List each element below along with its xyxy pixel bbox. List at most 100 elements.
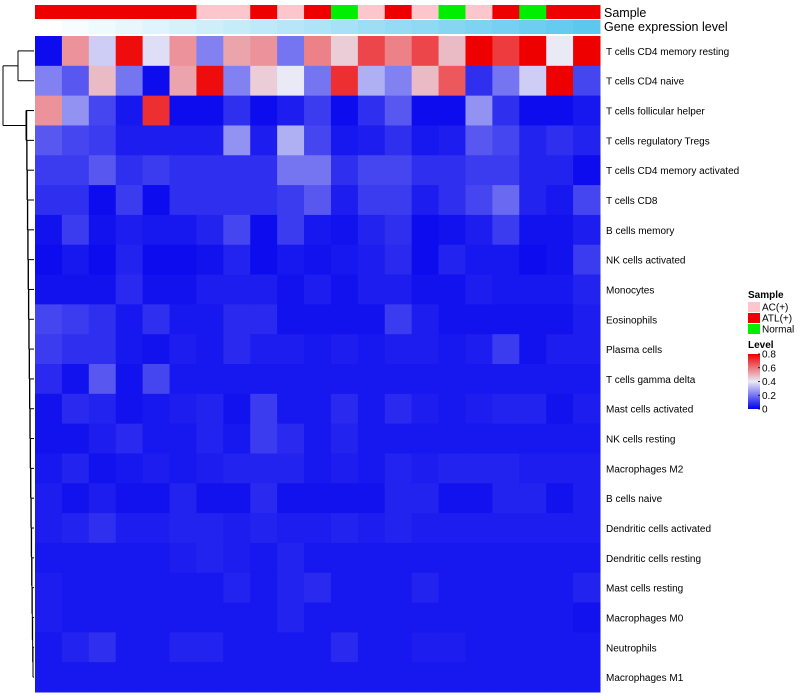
heatmap-cell (411, 572, 440, 604)
heatmap-cell (357, 423, 386, 454)
heatmap-cell (411, 453, 440, 484)
heatmap-cell (196, 483, 224, 514)
heatmap-cell (465, 423, 493, 454)
heatmap-cell (277, 185, 305, 216)
expression-annotation-cell (169, 20, 197, 34)
heatmap-cell (196, 662, 224, 693)
heatmap-cell (492, 572, 520, 604)
heatmap-cell (546, 214, 574, 246)
heatmap-cell (250, 65, 278, 97)
heatmap-cell (61, 214, 90, 246)
row-label: Eosinophils (606, 315, 657, 326)
heatmap-cell (88, 453, 117, 484)
heatmap-cell (61, 572, 90, 604)
expression-annotation-cell (115, 20, 144, 34)
heatmap-cell (196, 304, 224, 335)
heatmap-cell (519, 65, 547, 97)
heatmap-cell (304, 304, 332, 335)
heatmap-cell (304, 185, 332, 216)
heatmap-cell (196, 334, 224, 365)
heatmap-cell (384, 453, 413, 484)
heatmap-cell (438, 244, 466, 276)
heatmap-cell (304, 632, 332, 663)
heatmap-cell (196, 572, 224, 604)
heatmap-cell (465, 65, 493, 97)
heatmap-cell (492, 662, 520, 693)
heatmap-cell (61, 125, 90, 156)
heatmap-cell (492, 274, 520, 305)
heatmap-cell (277, 36, 305, 67)
heatmap-cell (438, 65, 466, 97)
heatmap-cell (465, 244, 493, 276)
heatmap-cell (492, 155, 520, 186)
heatmap-cell (438, 155, 466, 186)
heatmap-cell (169, 542, 197, 574)
heatmap-cell (115, 572, 144, 604)
heatmap-cell (357, 125, 386, 156)
heatmap-cell (196, 214, 224, 246)
heatmap-cell (304, 36, 332, 67)
heatmap-cell (573, 572, 601, 604)
heatmap-cell (411, 513, 440, 544)
heatmap-cell (465, 125, 493, 156)
heatmap-cell (492, 364, 520, 395)
heatmap-cell (519, 95, 547, 126)
heatmap-cell (357, 602, 386, 633)
heatmap-cell (411, 304, 440, 335)
heatmap-cell (357, 36, 386, 67)
heatmap-cell (357, 334, 386, 365)
heatmap-cell (357, 155, 386, 186)
heatmap-cell (573, 513, 601, 544)
heatmap-cell (438, 95, 466, 126)
expression-annotation-cell (196, 20, 224, 34)
heatmap-cell (384, 65, 413, 97)
heatmap-cell (35, 155, 63, 186)
heatmap-cell (573, 274, 601, 305)
heatmap-cell (142, 304, 171, 335)
sample-annotation-cell (519, 5, 547, 19)
heatmap-cell (169, 274, 197, 305)
heatmap-cell (357, 632, 386, 663)
heatmap-cell (115, 483, 144, 514)
heatmap-cell (357, 513, 386, 544)
heatmap-cell (546, 542, 574, 574)
heatmap-cell (465, 36, 493, 67)
sample-annotation-cell (61, 5, 90, 19)
heatmap-cell (277, 632, 305, 663)
sample-annotation-cell (304, 5, 332, 19)
heatmap-cell (546, 572, 574, 604)
legend-tick-label: 0.8 (762, 350, 776, 361)
heatmap-cell (357, 483, 386, 514)
heatmap-cell (277, 364, 305, 395)
row-label: Monocytes (606, 285, 654, 296)
heatmap-cell (411, 364, 440, 395)
heatmap-cell (546, 602, 574, 633)
heatmap-cell (492, 632, 520, 663)
heatmap-cell (277, 334, 305, 365)
heatmap-cell (546, 334, 574, 365)
heatmap-cell (546, 304, 574, 335)
heatmap-cell (115, 304, 144, 335)
heatmap-cells (35, 36, 601, 693)
heatmap-cell (492, 602, 520, 633)
heatmap-cell (411, 65, 440, 97)
heatmap-cell (304, 65, 332, 97)
row-label: T cells CD8 (606, 196, 658, 207)
heatmap-cell (88, 632, 117, 663)
heatmap-cell (411, 36, 440, 67)
heatmap-cell (169, 483, 197, 514)
heatmap-cell (115, 602, 144, 633)
heatmap-cell (330, 36, 359, 67)
heatmap-cell (465, 542, 493, 574)
heatmap-cell (330, 65, 359, 97)
heatmap-cell (546, 244, 574, 276)
heatmap-cell (573, 364, 601, 395)
heatmap-cell (546, 453, 574, 484)
heatmap-cell (330, 125, 359, 156)
heatmap-cell (384, 244, 413, 276)
annotation-bars (35, 5, 601, 34)
heatmap-cell (223, 542, 251, 574)
heatmap-cell (357, 65, 386, 97)
heatmap-cell (546, 274, 574, 305)
heatmap-cell (438, 364, 466, 395)
